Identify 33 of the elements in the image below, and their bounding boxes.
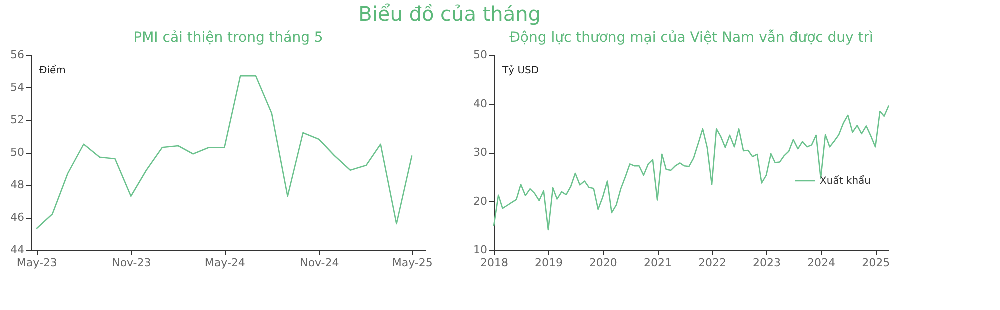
x-tick-label: 2019 bbox=[534, 256, 563, 270]
y-tick-label: 50 bbox=[474, 48, 488, 62]
y-axis-title: Tỷ USD bbox=[502, 64, 540, 76]
legend-label: Xuất khẩu bbox=[820, 175, 872, 187]
x-tick-label: 2023 bbox=[752, 256, 781, 270]
x-tick-label: May-24 bbox=[204, 256, 246, 270]
chart-title: PMI cải thiện trong tháng 5 bbox=[134, 30, 324, 46]
text: Biểu đồ của tháng bbox=[358, 2, 541, 26]
y-tick-label: 54 bbox=[10, 81, 24, 94]
y-tick-label: 30 bbox=[474, 146, 488, 159]
x-tick-label: 2025 bbox=[862, 256, 890, 270]
x-tick-label: 2022 bbox=[698, 256, 727, 270]
x-tick-label: Nov-24 bbox=[300, 256, 340, 270]
x-tick-label: 2024 bbox=[807, 256, 836, 270]
x-tick-label: 2021 bbox=[644, 256, 672, 270]
y-tick-label: 56 bbox=[10, 48, 24, 62]
y-tick-label: 46 bbox=[10, 211, 24, 224]
y-axis-title: Điểm bbox=[40, 64, 66, 76]
y-tick-label: 40 bbox=[474, 97, 488, 110]
line-series bbox=[493, 105, 890, 231]
y-tick-label: 20 bbox=[474, 194, 488, 208]
x-tick-label: Nov-23 bbox=[112, 256, 152, 270]
y-tick-label: 44 bbox=[10, 244, 24, 256]
y-tick-label: 50 bbox=[10, 146, 24, 159]
x-tick-label: 2018 bbox=[480, 256, 508, 270]
chart-title: Động lực thương mại của Việt Nam vẫn được duy trì bbox=[510, 29, 874, 46]
x-tick-label: May-23 bbox=[16, 256, 58, 270]
line-series bbox=[36, 75, 413, 230]
y-tick-label: 52 bbox=[10, 114, 24, 126]
x-tick-label: May-25 bbox=[392, 256, 433, 270]
y-tick-label: 48 bbox=[10, 178, 24, 192]
y-tick-label: 10 bbox=[474, 244, 488, 256]
x-tick-label: 2020 bbox=[589, 256, 618, 270]
